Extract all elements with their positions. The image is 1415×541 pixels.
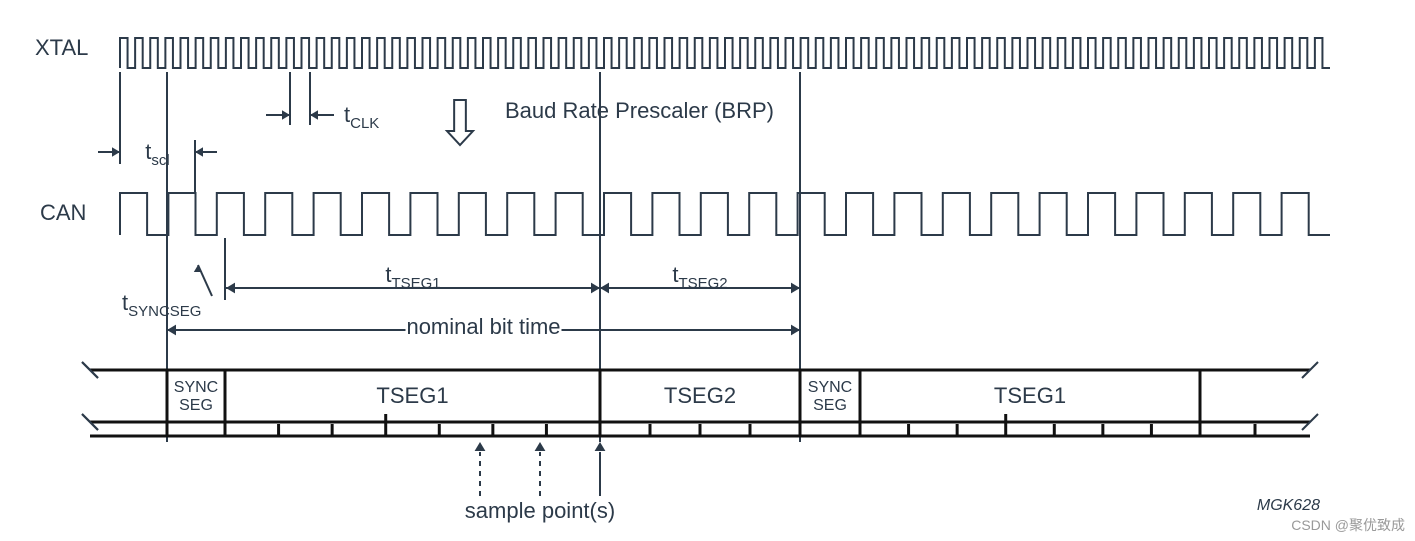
tclk-label: tCLK [344, 102, 379, 132]
sync-seg-2: SYNCSEG [808, 379, 852, 414]
sync-seg-1: SYNCSEG [174, 379, 218, 414]
sample-points-label: sample point(s) [465, 498, 615, 523]
tseg1-box-1: TSEG1 [376, 383, 448, 408]
ttseg1-label: tTSEG1 [385, 262, 440, 292]
can-waveform [120, 193, 1330, 235]
brp-arrow [447, 100, 473, 145]
figure-code: MGK628 [1257, 497, 1320, 514]
tseg2-box: TSEG2 [664, 383, 736, 408]
tsyncseg-label: tSYNCSEG [122, 290, 201, 320]
tseg1-box-2: TSEG1 [994, 383, 1066, 408]
watermark: CSDN @聚优致成 [1291, 515, 1405, 535]
xtal-waveform [120, 38, 1330, 68]
brp-label: Baud Rate Prescaler (BRP) [505, 98, 774, 123]
can-label: CAN [40, 200, 86, 225]
xtal-label: XTAL [35, 35, 88, 60]
nominal-bit-label: nominal bit time [406, 314, 560, 339]
ttseg2-label: tTSEG2 [672, 262, 727, 292]
